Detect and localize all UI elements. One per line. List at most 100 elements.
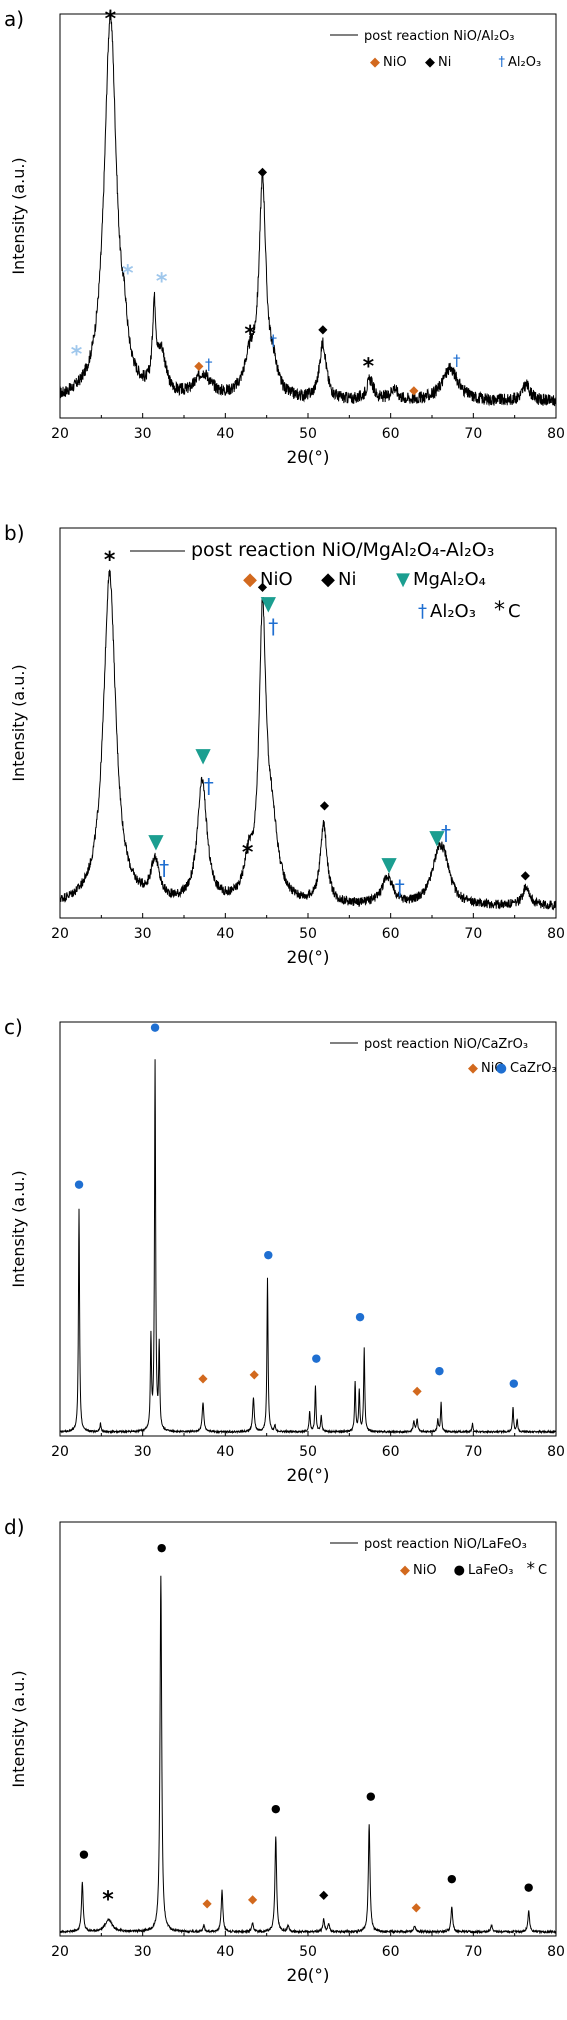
peak-marker: ● <box>74 1178 84 1191</box>
peak-marker: ● <box>355 1310 365 1323</box>
legend-item-label: NiO <box>260 569 293 590</box>
x-tick-label: 30 <box>134 426 152 442</box>
x-tick-label: 40 <box>216 1944 234 1960</box>
peak-marker: ◆ <box>250 1367 260 1381</box>
x-tick-label: 50 <box>299 1444 317 1460</box>
x-tick-label: 30 <box>134 926 152 942</box>
x-tick-label: 50 <box>299 426 317 442</box>
legend-marker: ◆ <box>400 1563 410 1578</box>
x-tick-label: 20 <box>51 1944 69 1960</box>
chart-panel-1: a) 20 30 40 50 60 70 80 2θ(°) Intensity (a.u.) * * *… <box>4 7 565 468</box>
chart-panel-4: d) 20 30 40 50 60 70 80 2θ(°) Intensity (a.u.) ● ● *… <box>4 1515 565 1986</box>
peak-marker: ▼ <box>195 743 211 767</box>
peak-marker: * <box>244 322 256 347</box>
peak-marker: ● <box>150 1020 160 1033</box>
x-tick-label: 80 <box>547 1944 565 1960</box>
x-tick-label: 50 <box>299 1944 317 1960</box>
peak-marker: † <box>205 356 213 374</box>
legend-series-label: post reaction NiO/Al₂O₃ <box>364 29 515 44</box>
legend-item-label: C <box>508 601 521 622</box>
peak-marker: † <box>453 351 461 369</box>
peak-marker: ◆ <box>319 1888 329 1902</box>
peak-marker: * <box>156 270 168 295</box>
legend-item-label: Ni <box>338 569 356 590</box>
peak-marker: ◆ <box>258 165 268 179</box>
plot-frame <box>59 1021 557 1437</box>
x-tick-label: 80 <box>547 926 565 942</box>
peak-marker: † <box>159 856 169 880</box>
peak-marker: † <box>441 821 451 845</box>
x-tick-label: 20 <box>51 1444 69 1460</box>
legend-marker: † <box>418 601 427 622</box>
peak-marker: ▼ <box>429 825 445 849</box>
panel-label: b) <box>4 521 25 545</box>
peak-marker: * <box>102 1888 114 1913</box>
peak-marker: ◆ <box>203 1896 213 1910</box>
peak-marker: ● <box>366 1789 376 1802</box>
peak-marker: ◆ <box>413 1384 423 1398</box>
legend-marker: ◆ <box>370 55 380 70</box>
peak-marker: * <box>242 841 254 866</box>
peak-marker: * <box>104 548 116 573</box>
x-tick-label: 30 <box>134 1444 152 1460</box>
legend-series-label: post reaction NiO/LaFeO₃ <box>364 1537 527 1552</box>
legend-marker: ● <box>454 1563 465 1578</box>
legend-marker: ● <box>496 1061 507 1076</box>
x-tick-label: 50 <box>299 926 317 942</box>
legend-marker: * <box>494 598 505 623</box>
peak-marker: * <box>71 342 83 367</box>
x-tick-label: 60 <box>382 926 400 942</box>
x-axis-label: 2θ(°) <box>287 1966 330 1986</box>
legend-item-label: NiO <box>481 1061 505 1076</box>
peak-marker: ◆ <box>318 322 328 336</box>
peak-marker: ▼ <box>261 591 277 615</box>
panel-label: a) <box>4 7 24 31</box>
diffraction-trace <box>59 569 557 911</box>
diffraction-trace <box>59 1059 557 1435</box>
legend-series-label: post reaction NiO/MgAl₂O₄-Al₂O₃ <box>191 539 494 561</box>
panel-label: d) <box>4 1515 25 1539</box>
y-axis-label: Intensity (a.u.) <box>9 1670 28 1787</box>
peak-marker: ◆ <box>194 359 204 373</box>
peak-marker: ● <box>157 1541 167 1554</box>
legend-item-label: C <box>538 1563 547 1578</box>
plot-frame <box>59 1521 557 1937</box>
legend-item-label: CaZrO₃ <box>510 1061 557 1076</box>
legend-item-label: Al₂O₃ <box>508 55 541 70</box>
y-axis-label: Intensity (a.u.) <box>9 664 28 781</box>
legend-item-label: NiO <box>383 55 407 70</box>
peak-marker: ◆ <box>248 1892 258 1906</box>
legend-marker: ◆ <box>425 55 435 70</box>
x-tick-label: 80 <box>547 426 565 442</box>
legend-item-label: NiO <box>413 1563 437 1578</box>
legend-marker: ▼ <box>396 569 410 590</box>
x-tick-label: 60 <box>382 1944 400 1960</box>
legend-item-label: Al₂O₃ <box>430 601 476 622</box>
peak-marker: ● <box>435 1364 445 1377</box>
x-axis-label: 2θ(°) <box>287 948 330 968</box>
peak-marker: ◆ <box>412 1900 422 1914</box>
x-tick-label: 20 <box>51 426 69 442</box>
peak-marker: ● <box>447 1872 457 1885</box>
legend-marker: ◆ <box>468 1061 478 1076</box>
peak-marker: ◆ <box>409 383 419 397</box>
x-tick-label: 20 <box>51 926 69 942</box>
peak-marker: ◆ <box>258 579 268 593</box>
peak-marker: * <box>105 7 117 32</box>
legend-series-label: post reaction NiO/CaZrO₃ <box>364 1037 528 1052</box>
legend-item-label: Ni <box>438 55 451 70</box>
x-tick-label: 70 <box>464 1944 482 1960</box>
x-tick-label: 80 <box>547 1444 565 1460</box>
legend-marker: * <box>527 1559 536 1579</box>
x-tick-label: 70 <box>464 426 482 442</box>
x-tick-label: 60 <box>382 1444 400 1460</box>
peak-marker: ● <box>509 1376 519 1389</box>
x-axis-label: 2θ(°) <box>287 1466 330 1486</box>
x-tick-label: 60 <box>382 426 400 442</box>
diffraction-trace <box>59 1575 557 1935</box>
x-tick-label: 70 <box>464 926 482 942</box>
legend-item-label: MgAl₂O₄ <box>413 569 486 590</box>
x-tick-label: 40 <box>216 926 234 942</box>
